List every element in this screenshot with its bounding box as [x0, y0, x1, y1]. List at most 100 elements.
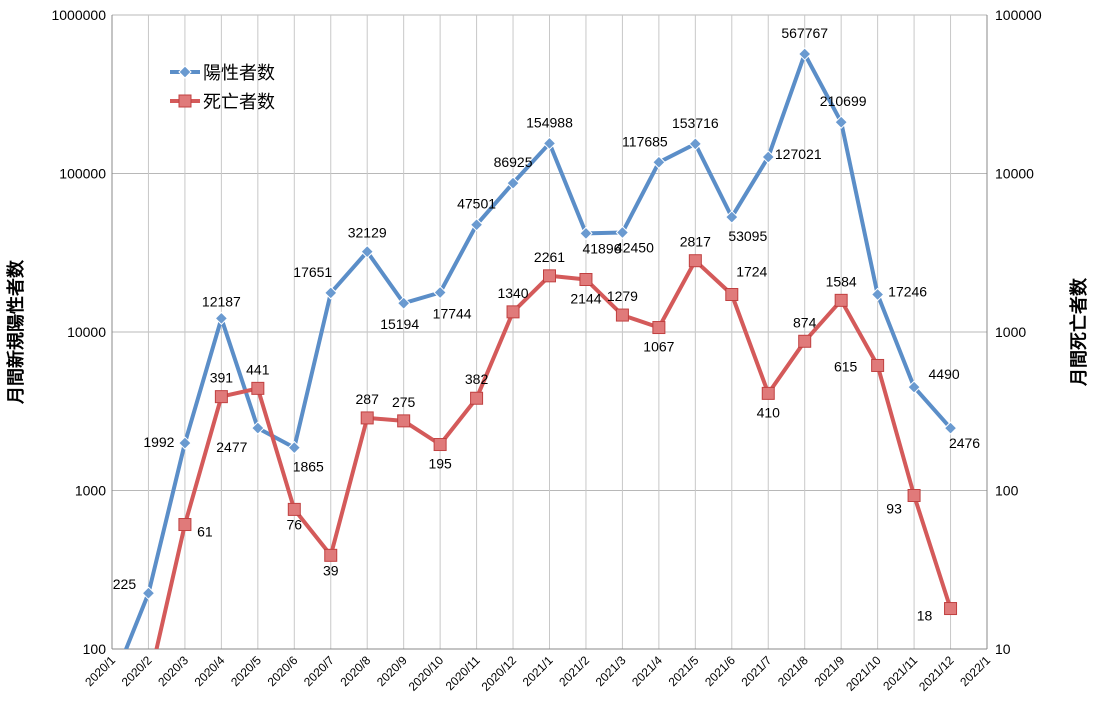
legend-label-positive: 陽性者数: [203, 63, 275, 84]
x-tick-label: 2020/3: [155, 653, 191, 689]
data-point-deaths: [142, 678, 154, 690]
x-tick-label: 2020/4: [192, 653, 228, 689]
data-point-positive: [798, 47, 812, 61]
x-tick-label: 2021/6: [702, 653, 738, 689]
y-left-tick-label: 100: [83, 641, 107, 657]
legend-swatch-deaths-square: [178, 94, 192, 108]
data-label-deaths: 1584: [826, 273, 857, 289]
data-label-positive: 1865: [293, 459, 324, 475]
data-label-deaths: 1724: [736, 264, 767, 280]
data-label-deaths: 93: [886, 500, 902, 516]
y-right-tick-label: 1000: [995, 324, 1026, 340]
data-point-positive: [433, 285, 447, 300]
data-point-positive: [725, 210, 739, 224]
data-label-deaths: 441: [246, 361, 270, 377]
data-point-deaths: [834, 293, 848, 307]
legend-swatch-positive-diamond: [178, 65, 192, 79]
data-point-positive: [469, 218, 484, 232]
data-point-deaths: [944, 602, 958, 616]
data-point-positive: [943, 421, 958, 435]
data-point-positive: [870, 287, 885, 302]
series-markers: [141, 47, 958, 690]
gridlines: [111, 14, 988, 650]
x-tick-label: 2021/3: [593, 653, 629, 689]
data-labels: 225 1992 12187 2477 1865 17651 32129 15194 17744…: [113, 25, 981, 624]
x-tick-label: 2021/2: [556, 653, 592, 689]
x-tick-label: 2020/12: [479, 653, 520, 694]
data-point-positive: [360, 244, 374, 259]
data-label-deaths: 287: [356, 391, 380, 407]
data-point-deaths: [543, 269, 556, 283]
y-left-axis-title: 月間新規陽性者数: [5, 259, 27, 405]
series-line-positive: [123, 52, 952, 649]
x-tick-label: 2021/12: [916, 653, 957, 694]
legend: 陽性者数 死亡者数: [170, 63, 275, 113]
data-point-positive: [834, 115, 848, 129]
legend-item-deaths: 死亡者数: [170, 92, 275, 113]
data-label-deaths: 2261: [534, 249, 565, 265]
data-label-positive: 117685: [622, 133, 668, 149]
data-point-deaths: [798, 334, 812, 348]
x-tick-label: 2021/11: [880, 653, 920, 693]
data-label-deaths: 410: [757, 404, 781, 420]
data-label-deaths: 382: [465, 371, 489, 387]
data-label-positive: 17744: [433, 306, 472, 322]
y-right-tick-label: 100000: [995, 7, 1042, 23]
data-label-deaths: 391: [210, 370, 234, 386]
data-label-deaths: 2817: [680, 234, 711, 250]
x-tick-label: 2021/8: [775, 653, 811, 689]
x-tick-label: 2021/1: [520, 653, 556, 689]
data-label-deaths: 39: [323, 562, 339, 578]
data-label-positive: 53095: [728, 228, 767, 244]
legend-item-positive: 陽性者数: [170, 63, 275, 84]
data-point-positive: [542, 136, 557, 151]
data-label-positive: 41896: [582, 240, 621, 256]
data-point-deaths: [506, 305, 520, 319]
data-point-deaths: [470, 391, 484, 405]
y-right-tick-label: 10: [995, 641, 1011, 657]
data-point-deaths: [324, 548, 338, 562]
data-label-positive: 2476: [949, 435, 980, 451]
data-label-positive: 42450: [615, 239, 654, 255]
x-tick-label: 2021/10: [843, 653, 884, 694]
y-right-tick-label: 100: [995, 483, 1019, 499]
data-point-positive: [652, 155, 666, 169]
data-point-deaths: [251, 381, 265, 395]
x-tick-label: 2021/7: [739, 653, 775, 689]
legend-label-deaths: 死亡者数: [203, 92, 275, 113]
data-label-positive: 47501: [457, 196, 496, 212]
data-label-deaths: 2144: [570, 291, 601, 307]
data-label-deaths: 195: [428, 456, 452, 472]
data-label-positive: 32129: [348, 225, 387, 241]
data-point-positive: [324, 286, 338, 300]
data-point-positive: [506, 176, 520, 190]
data-label-positive: 153716: [672, 115, 719, 131]
data-point-deaths: [397, 414, 411, 428]
data-label-positive: 2477: [216, 439, 247, 455]
data-label-positive: 1992: [143, 434, 174, 450]
data-point-deaths: [615, 308, 629, 322]
data-label-positive: 15194: [380, 316, 419, 332]
data-label-positive: 154988: [526, 114, 573, 130]
x-tick-label: 2021/5: [666, 653, 702, 689]
data-point-positive: [579, 226, 593, 241]
data-point-positive: [178, 436, 192, 450]
data-label-deaths: 874: [793, 314, 817, 330]
x-tick-label: 2020/6: [265, 653, 301, 689]
data-label-deaths: 18: [917, 608, 933, 624]
data-point-positive: [615, 225, 630, 240]
data-point-deaths: [871, 358, 885, 372]
x-tick-label: 2020/10: [406, 653, 447, 694]
data-point-positive: [141, 586, 156, 600]
data-point-deaths: [907, 488, 921, 502]
y-right-axis-title: 月間死亡者数: [1068, 277, 1090, 387]
x-tick-label: 2020/5: [228, 653, 264, 689]
data-label-positive: 12187: [202, 293, 241, 309]
data-point-deaths: [579, 273, 593, 287]
data-point-deaths: [688, 254, 702, 268]
data-point-deaths: [214, 390, 228, 404]
data-label-positive: 225: [113, 576, 137, 592]
y-left-tick-label: 1000: [75, 483, 106, 499]
data-point-deaths: [652, 321, 666, 335]
